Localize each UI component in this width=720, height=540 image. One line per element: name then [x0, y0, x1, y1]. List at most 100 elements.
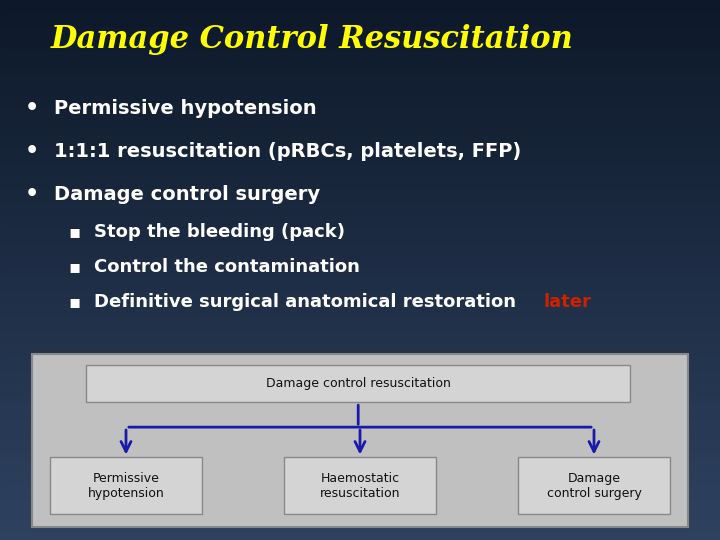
- Bar: [0, 345, 720, 351]
- Bar: [0, 526, 720, 534]
- Text: ▪: ▪: [68, 258, 81, 276]
- Bar: [0, 330, 720, 338]
- Bar: [0, 364, 720, 372]
- Bar: [0, 222, 720, 230]
- Bar: [0, 135, 720, 141]
- Bar: [0, 358, 720, 365]
- Bar: [0, 324, 720, 330]
- Text: Permissive hypotension: Permissive hypotension: [54, 98, 317, 118]
- Text: Stop the bleeding (pack): Stop the bleeding (pack): [94, 223, 345, 241]
- Text: Damage
control surgery: Damage control surgery: [546, 472, 642, 500]
- Bar: [0, 141, 720, 149]
- FancyBboxPatch shape: [284, 457, 436, 514]
- Bar: [0, 6, 720, 14]
- Text: •: •: [25, 141, 40, 161]
- Bar: [0, 405, 720, 411]
- Bar: [0, 87, 720, 94]
- Bar: [0, 33, 720, 40]
- Bar: [0, 507, 720, 513]
- Bar: [0, 148, 720, 156]
- Bar: [0, 68, 720, 74]
- Bar: [0, 378, 720, 384]
- Bar: [0, 291, 720, 297]
- FancyBboxPatch shape: [518, 457, 670, 514]
- Bar: [0, 446, 720, 453]
- Bar: [0, 243, 720, 249]
- Bar: [0, 472, 720, 480]
- FancyBboxPatch shape: [86, 364, 630, 402]
- Bar: [0, 284, 720, 291]
- Bar: [0, 0, 720, 6]
- Bar: [0, 303, 720, 310]
- Bar: [0, 108, 720, 115]
- Bar: [0, 122, 720, 128]
- Text: Control the contamination: Control the contamination: [94, 258, 359, 276]
- Bar: [0, 156, 720, 162]
- Text: ▪: ▪: [68, 293, 81, 312]
- Bar: [0, 189, 720, 195]
- Bar: [0, 27, 720, 33]
- Bar: [0, 256, 720, 263]
- FancyBboxPatch shape: [50, 457, 202, 514]
- Bar: [0, 426, 720, 432]
- Bar: [0, 338, 720, 345]
- Bar: [0, 459, 720, 465]
- Bar: [0, 519, 720, 526]
- Bar: [0, 183, 720, 189]
- Bar: [0, 237, 720, 243]
- Bar: [0, 534, 720, 540]
- Text: Permissive
hypotension: Permissive hypotension: [88, 472, 164, 500]
- Bar: [0, 209, 720, 216]
- Bar: [0, 399, 720, 405]
- FancyBboxPatch shape: [32, 354, 688, 526]
- Bar: [0, 263, 720, 270]
- Bar: [0, 195, 720, 202]
- Bar: [0, 81, 720, 87]
- Bar: [0, 168, 720, 176]
- Text: ▪: ▪: [68, 223, 81, 241]
- Bar: [0, 465, 720, 472]
- Text: 1:1:1 resuscitation (pRBCs, platelets, FFP): 1:1:1 resuscitation (pRBCs, platelets, F…: [54, 141, 521, 161]
- Bar: [0, 54, 720, 60]
- Bar: [0, 115, 720, 122]
- Bar: [0, 432, 720, 438]
- Text: later: later: [544, 293, 591, 312]
- Bar: [0, 276, 720, 284]
- Bar: [0, 310, 720, 317]
- Bar: [0, 74, 720, 81]
- Bar: [0, 418, 720, 426]
- Bar: [0, 411, 720, 418]
- Bar: [0, 270, 720, 276]
- Bar: [0, 384, 720, 391]
- Bar: [0, 20, 720, 27]
- Bar: [0, 317, 720, 324]
- Text: Damage Control Resuscitation: Damage Control Resuscitation: [50, 24, 573, 55]
- Bar: [0, 297, 720, 303]
- Bar: [0, 351, 720, 357]
- Bar: [0, 249, 720, 256]
- Bar: [0, 176, 720, 183]
- Bar: [0, 102, 720, 108]
- Text: •: •: [25, 98, 40, 118]
- Text: Damage control resuscitation: Damage control resuscitation: [266, 377, 451, 390]
- Bar: [0, 486, 720, 492]
- Bar: [0, 47, 720, 54]
- Text: Definitive surgical anatomical restoration: Definitive surgical anatomical restorati…: [94, 293, 522, 312]
- Bar: [0, 60, 720, 68]
- Bar: [0, 216, 720, 222]
- Bar: [0, 493, 720, 500]
- Bar: [0, 452, 720, 459]
- Bar: [0, 392, 720, 399]
- Bar: [0, 202, 720, 209]
- Bar: [0, 162, 720, 168]
- Bar: [0, 40, 720, 47]
- Bar: [0, 230, 720, 237]
- Bar: [0, 372, 720, 378]
- Bar: [0, 513, 720, 519]
- Text: •: •: [25, 184, 40, 205]
- Bar: [0, 500, 720, 507]
- Bar: [0, 94, 720, 102]
- Bar: [0, 128, 720, 135]
- Bar: [0, 14, 720, 20]
- Bar: [0, 438, 720, 445]
